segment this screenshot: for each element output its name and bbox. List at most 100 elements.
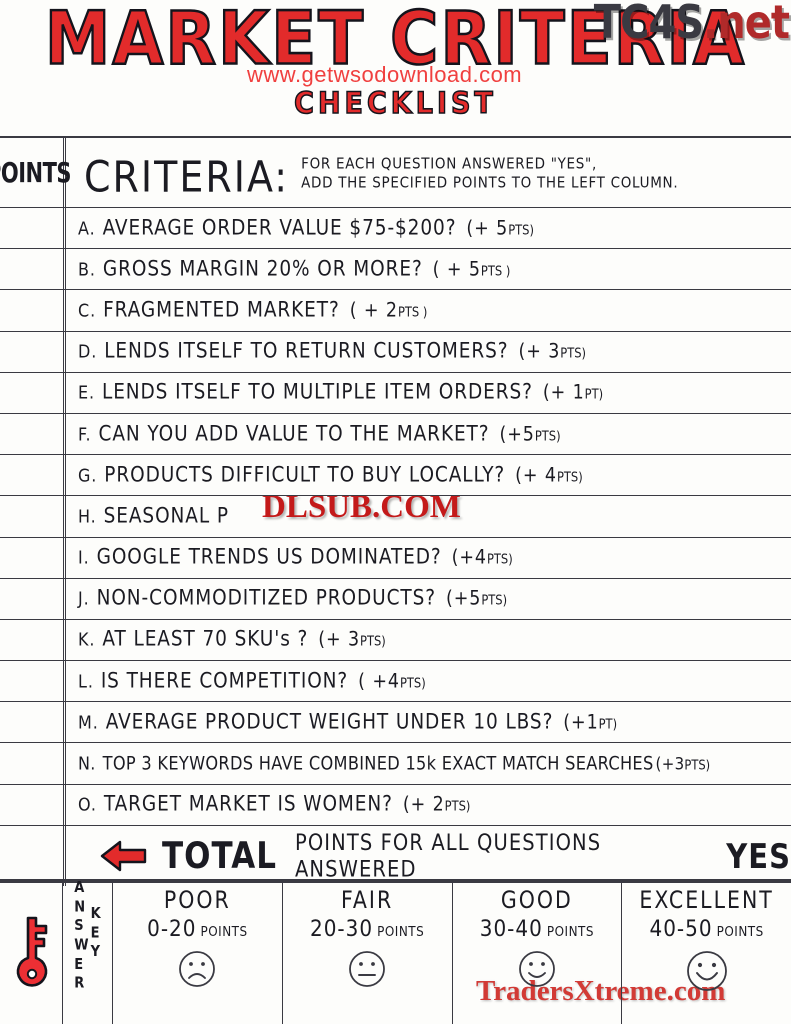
criteria-question: LENDS ITSELF TO RETURN CUSTOMERS? bbox=[104, 339, 509, 364]
band-range-unit: POINTS bbox=[377, 923, 425, 940]
points-input-cell[interactable] bbox=[0, 578, 66, 619]
criteria-points: (+ 5PTS) bbox=[466, 217, 534, 240]
criteria-points-value: (+5 bbox=[445, 588, 482, 611]
band-range-value: 40-50 bbox=[649, 914, 713, 942]
criteria-question: AVERAGE PRODUCT WEIGHT UNDER 10 LBS? bbox=[105, 710, 554, 735]
band-range-value: 20-30 bbox=[309, 914, 374, 942]
criteria-cell: C. FRAGMENTED MARKET? ( + 2PTS ) bbox=[66, 290, 791, 330]
score-band-fair: FAIR 20-30 POINTS bbox=[283, 883, 453, 1024]
criteria-points: ( + 2PTS ) bbox=[350, 300, 428, 323]
points-input-cell[interactable] bbox=[0, 619, 66, 661]
criteria-points-unit: PT) bbox=[598, 716, 618, 732]
criteria-points-value: (+1 bbox=[563, 711, 599, 735]
criteria-header-label: CRITERIA: bbox=[84, 152, 290, 202]
criteria-points: (+5PTS) bbox=[446, 588, 507, 611]
table-row: O. TARGET MARKET IS WOMEN? (+ 2PTS) bbox=[0, 784, 791, 826]
criteria-letter: B. bbox=[78, 258, 96, 281]
left-arrow-icon bbox=[100, 840, 147, 872]
criteria-letter: A. bbox=[78, 217, 96, 239]
points-input-cell[interactable] bbox=[0, 702, 66, 743]
points-input-cell[interactable] bbox=[0, 455, 66, 496]
big-smile-face-icon bbox=[686, 951, 727, 991]
points-input-cell[interactable] bbox=[0, 331, 66, 372]
total-label: TOTAL bbox=[162, 834, 277, 878]
points-input-cell[interactable] bbox=[0, 413, 66, 455]
points-input-cell[interactable] bbox=[0, 249, 66, 290]
criteria-points-unit: PT) bbox=[584, 386, 604, 403]
criteria-letter: D. bbox=[78, 340, 98, 363]
page-subtitle: CHECKLIST bbox=[293, 86, 497, 122]
criteria-points: (+ 1PT) bbox=[543, 382, 603, 405]
score-band-excellent: EXCELLENT 40-50 POINTS bbox=[622, 883, 791, 1024]
criteria-points-unit: PTS) bbox=[556, 469, 583, 485]
criteria-points-unit: PTS) bbox=[560, 345, 587, 362]
criteria-letter: N. bbox=[78, 752, 96, 775]
criteria-points: (+3PTS) bbox=[656, 754, 711, 774]
criteria-table: POINTS CRITERIA: FOR EACH QUESTION ANSWE… bbox=[0, 136, 791, 886]
points-input-cell[interactable] bbox=[0, 496, 66, 537]
criteria-points-value: (+ 4 bbox=[515, 464, 557, 488]
neutral-face-icon bbox=[349, 951, 386, 987]
points-header-cell: POINTS bbox=[0, 138, 72, 207]
instructions-line-2: ADD THE SPECIFIED POINTS TO THE LEFT COL… bbox=[301, 174, 679, 193]
answer-key-icon-cell bbox=[0, 883, 63, 1024]
sad-face-icon bbox=[179, 951, 216, 987]
band-name: POOR bbox=[163, 886, 231, 914]
criteria-text: F. CAN YOU ADD VALUE TO THE MARKET? (+5PTS… bbox=[78, 422, 561, 446]
points-input-cell[interactable] bbox=[0, 784, 66, 825]
band-range-value: 0-20 bbox=[147, 914, 197, 942]
criteria-letter: I. bbox=[78, 546, 90, 569]
criteria-points-value: (+5 bbox=[499, 423, 535, 446]
criteria-points: (+ 4PTS) bbox=[515, 464, 583, 487]
criteria-points-value: ( + 5 bbox=[432, 258, 481, 282]
table-row: F. CAN YOU ADD VALUE TO THE MARKET? (+5PTS… bbox=[0, 413, 791, 456]
criteria-text: N. TOP 3 KEYWORDS HAVE COMBINED 15k EXACT… bbox=[78, 753, 710, 774]
criteria-instructions: FOR EACH QUESTION ANSWERED "YES", ADD TH… bbox=[301, 155, 678, 194]
table-row: L. IS THERE COMPETITION? ( +4PTS) bbox=[0, 661, 791, 703]
total-row: TOTAL POINTS FOR ALL QUESTIONS ANSWERED … bbox=[0, 825, 791, 886]
points-input-cell[interactable] bbox=[0, 290, 66, 331]
table-row: M. AVERAGE PRODUCT WEIGHT UNDER 10 LBS? (+… bbox=[0, 702, 791, 744]
points-input-cell[interactable] bbox=[0, 537, 66, 578]
criteria-points-unit: PTS) bbox=[486, 551, 513, 568]
band-range-unit: POINTS bbox=[546, 923, 595, 940]
criteria-cell: M. AVERAGE PRODUCT WEIGHT UNDER 10 LBS? (+… bbox=[66, 702, 791, 742]
criteria-points: (+ 3PTS) bbox=[318, 629, 386, 652]
criteria-text: M. AVERAGE PRODUCT WEIGHT UNDER 10 LBS? (+… bbox=[78, 710, 617, 734]
criteria-cell: B. GROSS MARGIN 20% OR MORE? ( + 5PTS ) bbox=[66, 249, 791, 289]
criteria-cell: G. PRODUCTS DIFFICULT TO BUY LOCALLY? (+ 4… bbox=[66, 455, 791, 495]
criteria-question: AVERAGE ORDER VALUE $75-$200? bbox=[102, 216, 457, 240]
criteria-points-value: ( +4 bbox=[358, 670, 400, 694]
total-points-input-cell[interactable] bbox=[0, 825, 66, 886]
table-row: J. NON-COMMODITIZED PRODUCTS? (+5PTS) bbox=[0, 578, 791, 620]
points-input-cell[interactable] bbox=[0, 208, 66, 249]
page-title: MARKET CRITERIA bbox=[44, 0, 747, 82]
band-range-unit: POINTS bbox=[716, 923, 764, 940]
criteria-points: (+4PTS) bbox=[452, 547, 513, 570]
criteria-points-value: (+4 bbox=[451, 546, 487, 570]
criteria-letter: K. bbox=[78, 629, 96, 651]
criteria-cell: K. AT LEAST 70 SKU's ? (+ 3PTS) bbox=[66, 620, 791, 660]
points-input-cell[interactable] bbox=[0, 743, 66, 784]
criteria-question: IS THERE COMPETITION? bbox=[100, 669, 349, 694]
table-row: A. AVERAGE ORDER VALUE $75-$200? (+ 5PTS) bbox=[0, 208, 791, 250]
criteria-points: (+ 2PTS) bbox=[403, 794, 471, 817]
band-name: GOOD bbox=[500, 886, 573, 914]
instructions-line-1: FOR EACH QUESTION ANSWERED "YES", bbox=[301, 154, 597, 173]
table-row: B. GROSS MARGIN 20% OR MORE? ( + 5PTS ) bbox=[0, 249, 791, 291]
points-input-cell[interactable] bbox=[0, 661, 66, 702]
criteria-letter: J. bbox=[78, 588, 90, 610]
criteria-text: J. NON-COMMODITIZED PRODUCTS? (+5PTS) bbox=[78, 587, 507, 611]
criteria-points-value: (+ 5 bbox=[466, 217, 509, 240]
points-input-cell[interactable] bbox=[0, 372, 66, 413]
criteria-letter: L. bbox=[78, 670, 94, 692]
table-row: H. SEASONAL P bbox=[0, 496, 791, 538]
key-icon bbox=[16, 916, 48, 987]
band-name: FAIR bbox=[341, 886, 394, 914]
table-row: E. LENDS ITSELF TO MULTIPLE ITEM ORDERS? (… bbox=[0, 372, 791, 414]
criteria-points-value: (+ 1 bbox=[542, 382, 585, 405]
criteria-points-unit: PTS) bbox=[360, 633, 386, 650]
